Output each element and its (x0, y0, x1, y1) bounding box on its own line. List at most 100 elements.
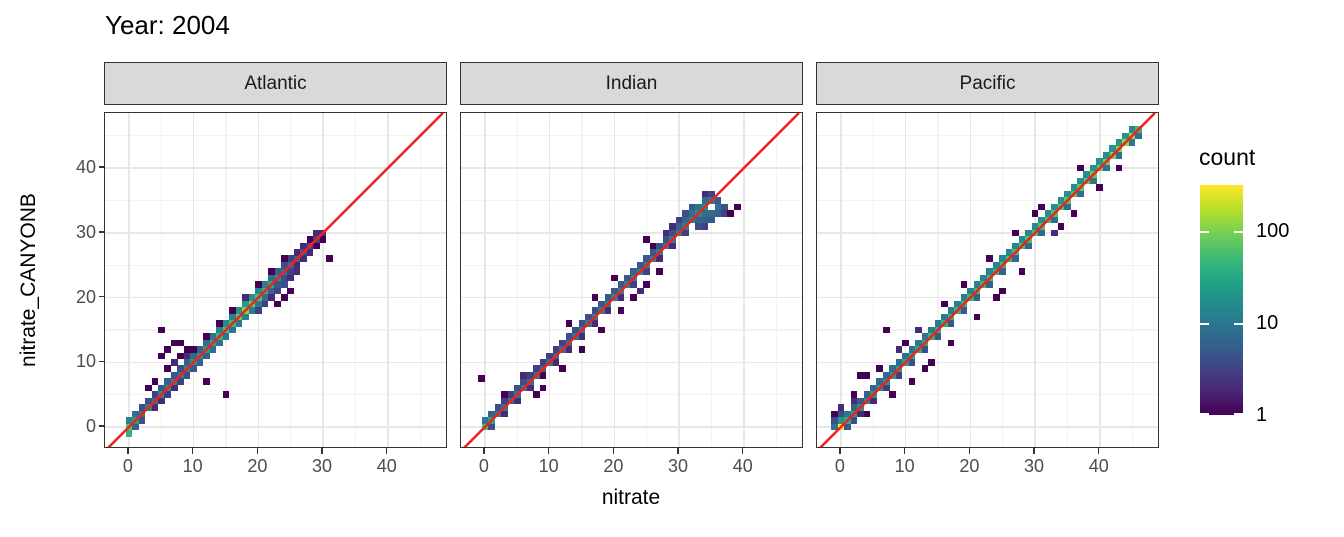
heat-bin (274, 268, 282, 276)
heat-bin (617, 281, 625, 288)
x-tick (1097, 448, 1100, 454)
heat-bin (578, 346, 586, 353)
heat-bin (921, 365, 929, 373)
heat-bin (203, 352, 210, 360)
heat-bin (1051, 216, 1058, 224)
heat-bin (1128, 139, 1136, 146)
heat-bin (908, 346, 916, 353)
heat-bin (1025, 229, 1032, 237)
heat-bin (630, 294, 638, 301)
heat-bin (869, 397, 877, 405)
heat-bin (1115, 151, 1123, 159)
heat-bin (902, 339, 909, 347)
legend-tick (1234, 413, 1243, 415)
heat-bin (1038, 216, 1045, 224)
heat-bin (921, 333, 929, 340)
y-tick (98, 295, 104, 298)
heat-bin (992, 261, 1000, 269)
heat-bin (1012, 242, 1019, 250)
heat-bin (850, 397, 858, 405)
heat-bin (611, 287, 618, 295)
heat-bin (559, 365, 566, 373)
x-tick (677, 448, 679, 454)
gridline-x-minor (646, 113, 648, 447)
heat-bin (513, 397, 521, 405)
x-tick-label: 40 (376, 456, 397, 476)
facet-strip: Indian (460, 62, 803, 105)
heat-bin (844, 410, 851, 418)
heat-bin (662, 229, 670, 237)
heat-bin (869, 384, 877, 392)
heat-bin (617, 294, 625, 301)
heat-bin (908, 378, 916, 385)
heat-bin (649, 242, 657, 250)
gridline-x-minor (419, 113, 421, 447)
facet-strip: Atlantic (104, 62, 447, 105)
heat-bin (973, 281, 981, 288)
heat-bin (695, 216, 702, 224)
heat-bin (1044, 210, 1052, 217)
x-tick (547, 448, 550, 454)
gridline-y-minor (105, 135, 446, 137)
heat-bin (300, 255, 307, 263)
heat-bin (229, 313, 236, 321)
heat-bin (636, 287, 644, 295)
x-tick (483, 448, 485, 454)
heat-bin (196, 359, 204, 366)
heat-bin (183, 359, 191, 366)
heat-bin (598, 326, 605, 334)
gridline-y-minor (817, 329, 1158, 331)
x-tick (1033, 448, 1035, 454)
heat-bin (876, 378, 884, 385)
gridline-x-major (1034, 113, 1036, 447)
x-tick (191, 448, 194, 454)
heat-bin (222, 391, 230, 398)
heat-bin (708, 190, 715, 198)
heat-bin (145, 397, 152, 405)
heat-bin (630, 268, 638, 276)
heat-bin (261, 294, 269, 301)
heat-bin (125, 430, 133, 437)
heat-bin (501, 410, 508, 418)
heat-bin (1083, 171, 1091, 178)
heat-bin (682, 216, 689, 224)
heat-bin (203, 339, 210, 347)
heat-bin (267, 294, 275, 301)
heat-bin (591, 294, 599, 301)
heat-bin (293, 249, 301, 256)
heat-bin (164, 365, 172, 373)
heat-bin (539, 359, 547, 366)
heat-bin (954, 300, 961, 308)
heat-bin (235, 320, 243, 327)
x-tick-label: 30 (668, 456, 689, 476)
heat-bin (501, 391, 508, 398)
heat-bin (183, 352, 191, 360)
gridline-y-minor (817, 135, 1158, 137)
facet-strip-label: Atlantic (244, 72, 307, 94)
heat-bin (177, 378, 184, 385)
gridline-x-minor (581, 113, 583, 447)
heat-bin (857, 371, 864, 379)
heat-bin (274, 281, 282, 288)
legend-tick-label: 10 (1256, 312, 1279, 335)
heat-bin (649, 249, 657, 256)
heat-bin (863, 391, 871, 398)
heat-bin (488, 410, 495, 418)
gridline-y-minor (461, 329, 802, 331)
x-tick (385, 448, 388, 454)
heat-bin (1018, 268, 1026, 276)
heat-bin (585, 313, 592, 321)
gridline-y-major (817, 361, 1158, 364)
gridline-y-major (105, 232, 446, 234)
heat-bin (979, 274, 987, 282)
gridline-x-minor (1066, 113, 1068, 447)
heat-bin (831, 423, 838, 431)
y-tick-label: 20 (75, 286, 96, 307)
heat-bin (248, 294, 256, 301)
heat-bin (177, 365, 184, 373)
heat-bin (488, 423, 495, 431)
heat-bin (669, 223, 676, 230)
heat-bin (261, 281, 269, 288)
identity-line (107, 113, 444, 447)
heat-bin (520, 371, 528, 379)
